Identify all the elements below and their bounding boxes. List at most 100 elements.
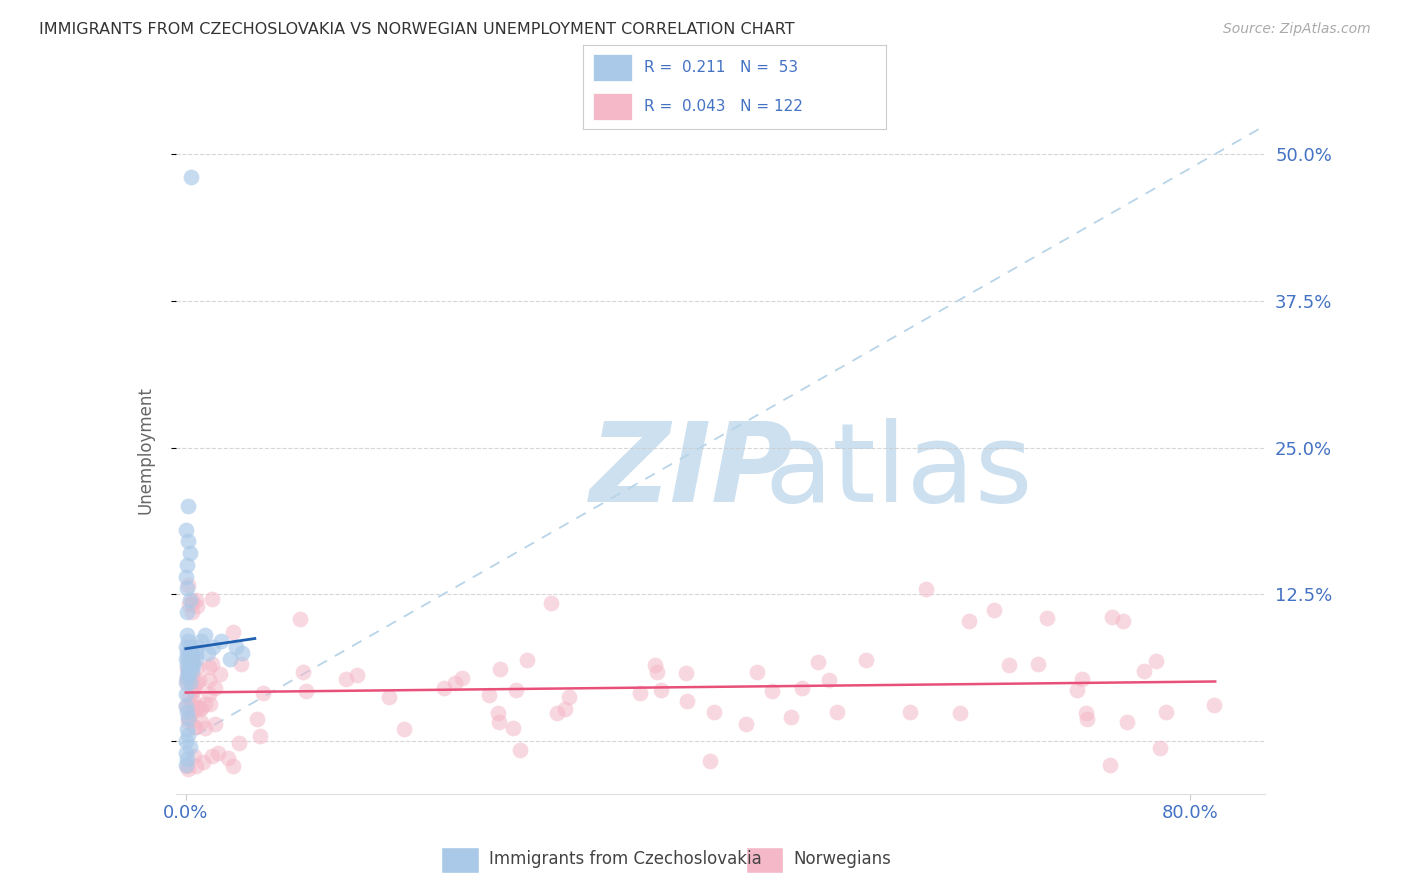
Point <box>184 646 207 660</box>
Point <box>181 594 204 608</box>
Point <box>208 666 231 681</box>
Point <box>444 676 467 690</box>
Point <box>176 705 198 719</box>
Point <box>186 593 208 607</box>
Point <box>1098 758 1121 772</box>
Point <box>176 582 198 596</box>
Point <box>252 685 274 699</box>
Point <box>176 762 198 776</box>
Point <box>194 721 217 735</box>
Point <box>231 657 253 672</box>
FancyBboxPatch shape <box>441 847 478 872</box>
Point <box>676 693 699 707</box>
Point <box>174 734 197 748</box>
Point <box>179 698 201 712</box>
Text: Source: ZipAtlas.com: Source: ZipAtlas.com <box>1223 22 1371 37</box>
Point <box>198 687 221 701</box>
Text: IMMIGRANTS FROM CZECHOSLOVAKIA VS NORWEGIAN UNEMPLOYMENT CORRELATION CHART: IMMIGRANTS FROM CZECHOSLOVAKIA VS NORWEG… <box>39 22 794 37</box>
Point <box>183 657 205 672</box>
Point <box>509 743 531 757</box>
Point <box>179 712 201 726</box>
Point <box>183 720 205 734</box>
Point <box>898 705 921 719</box>
Point <box>558 690 581 705</box>
Point <box>1101 610 1123 624</box>
Text: Immigrants from Czechoslovakia: Immigrants from Czechoslovakia <box>489 849 762 868</box>
Point <box>915 582 938 597</box>
Point <box>176 671 198 685</box>
Point <box>228 736 250 750</box>
Point <box>221 759 243 773</box>
Point <box>176 605 198 619</box>
Point <box>288 612 311 626</box>
Point <box>190 701 212 715</box>
Point <box>174 652 197 666</box>
Point <box>204 716 226 731</box>
Point <box>1112 614 1135 628</box>
Point <box>1035 610 1057 624</box>
Point <box>188 673 211 687</box>
Point <box>451 671 474 685</box>
Point <box>207 747 229 761</box>
Point <box>183 695 205 709</box>
Point <box>516 653 538 667</box>
Point <box>827 706 849 720</box>
Point <box>181 597 204 611</box>
Point <box>179 593 201 607</box>
Point <box>177 715 200 730</box>
Point <box>181 646 204 660</box>
FancyBboxPatch shape <box>745 847 783 872</box>
Text: ZIP: ZIP <box>591 417 793 524</box>
Point <box>180 672 202 686</box>
Point <box>177 634 200 648</box>
Point <box>650 683 672 698</box>
Point <box>198 673 221 687</box>
Point <box>745 665 768 679</box>
Point <box>983 603 1005 617</box>
Point <box>194 697 217 711</box>
Point <box>179 646 201 660</box>
Point <box>202 640 225 654</box>
Point <box>181 683 204 698</box>
Point <box>177 728 200 742</box>
Point <box>201 591 224 606</box>
Point <box>225 640 247 654</box>
Point <box>246 712 269 726</box>
Point <box>546 706 568 721</box>
Point <box>1076 712 1098 726</box>
Point <box>177 534 200 549</box>
Point <box>190 715 212 730</box>
Point <box>186 640 208 654</box>
FancyBboxPatch shape <box>592 54 631 81</box>
Point <box>807 655 830 669</box>
Point <box>177 710 200 724</box>
Point <box>177 578 200 592</box>
Point <box>198 660 221 674</box>
Point <box>184 680 207 694</box>
Point <box>818 673 841 688</box>
Point <box>177 710 200 724</box>
Point <box>502 721 524 735</box>
Point <box>181 682 204 697</box>
Point <box>186 700 208 714</box>
Point <box>197 646 219 660</box>
Point <box>176 677 198 691</box>
Point <box>218 652 240 666</box>
Point <box>540 596 562 610</box>
Point <box>181 669 204 683</box>
Point <box>792 681 814 696</box>
Text: R =  0.211   N =  53: R = 0.211 N = 53 <box>644 60 799 75</box>
Point <box>176 758 198 772</box>
Point <box>488 715 510 730</box>
FancyBboxPatch shape <box>592 93 631 120</box>
Point <box>179 675 201 690</box>
Point <box>222 625 245 640</box>
Point <box>699 755 721 769</box>
Point <box>179 739 201 754</box>
Point <box>180 652 202 666</box>
Point <box>176 752 198 766</box>
Point <box>1070 672 1092 686</box>
Point <box>176 669 198 683</box>
Point <box>177 690 200 704</box>
Point <box>177 500 200 514</box>
